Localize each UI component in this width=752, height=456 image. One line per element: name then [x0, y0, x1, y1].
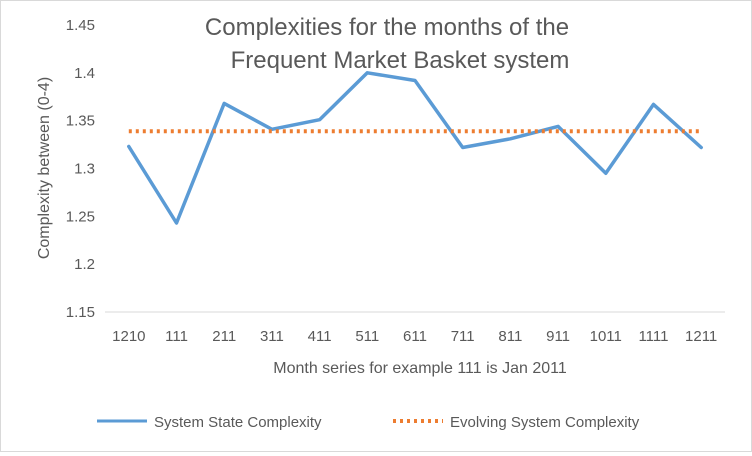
x-tick-label: 1210: [112, 328, 145, 345]
y-tick-label: 1.25: [66, 208, 95, 225]
series-line-system-state-complexity: [127, 71, 703, 225]
x-tick-label: 711: [451, 328, 475, 345]
series-layer: [127, 71, 703, 225]
x-tick-label: 1011: [590, 328, 622, 345]
x-tick-label: 311: [260, 328, 284, 345]
x-tick-label: 1111: [638, 328, 668, 345]
x-axis-ticks: 1210 111 211 311 411 511 611 711 811 911 1011 1111 1…: [112, 328, 717, 345]
x-tick-label: 1211: [685, 328, 717, 345]
y-tick-label: 1.35: [66, 113, 95, 130]
x-tick-label: 611: [403, 328, 427, 345]
y-tick-label: 1.3: [74, 161, 95, 178]
x-tick-label: 911: [546, 328, 570, 345]
legend-label-evolving-system: Evolving System Complexity: [450, 414, 640, 431]
x-tick-label: 111: [165, 328, 188, 345]
x-tick-label: 811: [498, 328, 522, 345]
x-tick-label: 511: [355, 328, 379, 345]
chart-title-line-1: Complexities for the months of the: [205, 14, 569, 41]
legend-label-system-state: System State Complexity: [154, 414, 322, 431]
y-axis-ticks: 1.15 1.2 1.25 1.3 1.35 1.4 1.45: [66, 17, 95, 321]
y-tick-label: 1.2: [74, 256, 95, 273]
chart-title-line-2: Frequent Market Basket system: [231, 47, 570, 74]
y-tick-label: 1.4: [74, 65, 95, 82]
y-tick-label: 1.45: [66, 17, 95, 34]
x-axis-label: Month series for example 111 is Jan 2011: [273, 360, 567, 377]
y-tick-label: 1.15: [66, 304, 95, 321]
x-tick-label: 411: [308, 328, 332, 345]
x-tick-label: 211: [212, 328, 236, 345]
legend: System State Complexity Evolving System …: [97, 414, 640, 431]
y-axis-label: Complexity between (0-4): [36, 77, 53, 259]
